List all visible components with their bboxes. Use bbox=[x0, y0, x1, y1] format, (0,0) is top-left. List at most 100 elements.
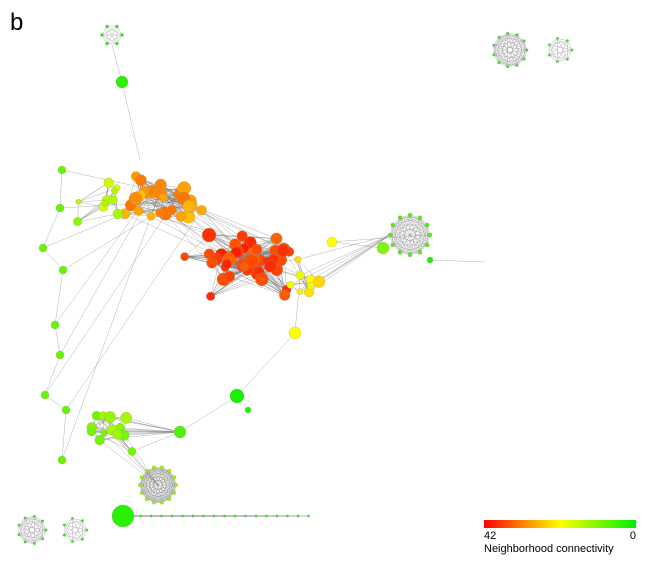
edge bbox=[64, 529, 88, 536]
edge bbox=[18, 516, 35, 526]
edge bbox=[507, 34, 518, 67]
edge bbox=[146, 470, 155, 503]
node bbox=[229, 388, 245, 404]
node bbox=[61, 405, 71, 415]
edge bbox=[389, 217, 421, 236]
edge bbox=[297, 234, 391, 260]
node bbox=[70, 540, 74, 544]
edge bbox=[161, 467, 170, 500]
node bbox=[57, 165, 67, 175]
node bbox=[407, 212, 413, 218]
edge bbox=[64, 524, 73, 542]
node bbox=[175, 210, 187, 222]
legend-min-label: 0 bbox=[630, 530, 636, 542]
node bbox=[104, 411, 116, 423]
edge bbox=[329, 234, 431, 243]
edge bbox=[126, 417, 181, 433]
edge bbox=[549, 44, 573, 51]
node bbox=[138, 483, 142, 487]
node bbox=[152, 465, 156, 470]
edge bbox=[507, 65, 518, 68]
edge bbox=[516, 34, 525, 41]
edge bbox=[549, 40, 568, 56]
edge bbox=[549, 40, 568, 45]
edge bbox=[34, 538, 43, 544]
node bbox=[23, 516, 27, 520]
node bbox=[170, 514, 174, 518]
node bbox=[62, 523, 66, 527]
node bbox=[172, 490, 177, 495]
node bbox=[566, 39, 569, 42]
edge bbox=[18, 517, 26, 526]
edge bbox=[389, 224, 428, 236]
node bbox=[427, 232, 433, 238]
edge bbox=[229, 276, 285, 296]
node bbox=[112, 428, 123, 440]
node bbox=[202, 514, 205, 518]
panel-label: b bbox=[10, 9, 23, 36]
node bbox=[426, 256, 434, 264]
edge bbox=[64, 518, 73, 536]
node bbox=[70, 516, 74, 520]
edge bbox=[516, 49, 528, 66]
edge bbox=[567, 40, 573, 51]
edge bbox=[493, 54, 500, 63]
node bbox=[81, 538, 84, 541]
node bbox=[115, 42, 119, 46]
node bbox=[166, 205, 177, 215]
node bbox=[167, 497, 172, 502]
edges bbox=[18, 26, 573, 544]
node bbox=[566, 58, 569, 61]
node bbox=[120, 412, 132, 424]
edge bbox=[153, 467, 175, 478]
node bbox=[397, 250, 403, 255]
edge bbox=[493, 34, 518, 46]
edge bbox=[524, 49, 528, 60]
node bbox=[139, 490, 144, 495]
node bbox=[244, 406, 252, 414]
node bbox=[223, 514, 226, 518]
node bbox=[111, 187, 119, 195]
edge bbox=[331, 241, 384, 249]
legend-title: Neighborhood connectivity bbox=[484, 543, 614, 555]
edge bbox=[139, 467, 155, 486]
edge bbox=[201, 210, 290, 252]
edge bbox=[153, 467, 175, 493]
node bbox=[139, 514, 142, 518]
edge bbox=[130, 205, 189, 207]
edge bbox=[101, 26, 108, 36]
node bbox=[33, 514, 36, 518]
node bbox=[221, 258, 232, 269]
edge bbox=[139, 476, 175, 486]
edge bbox=[152, 190, 284, 250]
node bbox=[555, 60, 559, 64]
node bbox=[100, 33, 104, 37]
node bbox=[160, 465, 164, 470]
node bbox=[111, 504, 135, 528]
edge bbox=[110, 430, 159, 486]
edge bbox=[392, 217, 421, 226]
edge bbox=[62, 216, 152, 271]
node bbox=[239, 262, 249, 272]
edge bbox=[143, 190, 222, 255]
node bbox=[139, 475, 144, 480]
node bbox=[55, 203, 65, 213]
node bbox=[115, 24, 119, 28]
node bbox=[40, 390, 50, 400]
edge bbox=[44, 394, 67, 411]
node bbox=[244, 514, 247, 518]
edge bbox=[146, 470, 177, 486]
edge bbox=[64, 520, 83, 525]
node bbox=[555, 36, 559, 40]
node bbox=[81, 519, 84, 522]
node bbox=[296, 288, 304, 295]
node bbox=[50, 320, 60, 330]
nodes bbox=[17, 24, 574, 546]
node bbox=[492, 43, 496, 47]
node bbox=[515, 33, 519, 36]
edge bbox=[59, 169, 63, 209]
node bbox=[296, 514, 300, 518]
edge bbox=[18, 525, 43, 540]
